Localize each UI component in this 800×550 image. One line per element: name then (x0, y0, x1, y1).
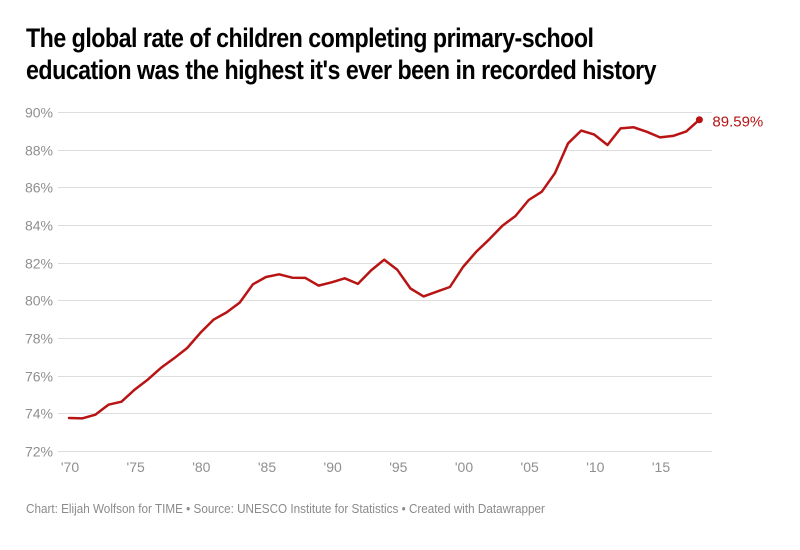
x-tick-label: '80 (192, 459, 210, 475)
data-point (577, 127, 585, 135)
data-point (643, 128, 651, 136)
data-point (131, 386, 139, 394)
x-tick-label: '75 (127, 459, 145, 475)
data-point (603, 141, 611, 149)
endpoint-marker (695, 116, 703, 124)
data-point (341, 274, 349, 282)
chart-title-line-2: education was the highest it's ever been… (26, 55, 657, 85)
data-point (315, 282, 323, 290)
data-point (617, 124, 625, 132)
data-point (564, 139, 572, 147)
data-point (262, 273, 270, 281)
data-point (512, 212, 520, 220)
data-point (301, 274, 309, 282)
data-point (472, 248, 480, 256)
data-point (459, 263, 467, 271)
data-point (380, 256, 388, 264)
data-point (590, 131, 598, 139)
y-tick-label: 72% (25, 444, 53, 460)
data-point (551, 169, 559, 177)
data-point (170, 354, 178, 362)
data-point (433, 288, 441, 296)
data-point (236, 299, 244, 307)
data-point (498, 222, 506, 230)
x-tick-label: '00 (455, 459, 473, 475)
series (65, 118, 701, 422)
endpoint-value-label: 89.59% (712, 114, 763, 131)
data-point (275, 270, 283, 278)
y-tick-label: 86% (25, 180, 53, 196)
x-tick-label: '10 (586, 459, 604, 475)
data-point (144, 376, 152, 384)
gridlines (58, 112, 712, 452)
x-tick-label: '15 (652, 459, 670, 475)
data-point (656, 133, 664, 141)
data-point (223, 308, 231, 316)
data-point (209, 316, 217, 324)
data-point (525, 196, 533, 204)
x-tick-label: '90 (324, 459, 342, 475)
data-point (406, 284, 414, 292)
data-point (485, 235, 493, 243)
y-tick-label: 78% (25, 331, 53, 347)
y-tick-label: 74% (25, 406, 53, 422)
data-point (669, 132, 677, 140)
x-tick-label: '70 (61, 459, 79, 475)
data-point (538, 188, 546, 196)
data-point (118, 398, 126, 406)
data-point (196, 329, 204, 337)
data-point (157, 364, 165, 372)
x-tick-label: '05 (521, 459, 539, 475)
y-tick-label: 84% (25, 218, 53, 234)
x-axis-tick-labels: '70 '75 '80 '85 '90 '95 '00 '05 '10 '15 (61, 459, 670, 475)
x-tick-label: '95 (389, 459, 407, 475)
data-point (367, 266, 375, 274)
y-tick-label: 88% (25, 143, 53, 159)
data-point (104, 401, 112, 409)
data-point (78, 414, 86, 422)
data-point (183, 344, 191, 352)
data-point (682, 127, 690, 135)
data-point (288, 274, 296, 282)
y-tick-label: 76% (25, 369, 53, 385)
y-axis-tick-labels: 72% 74% 76% 78% 80% 82% 84% 86% 88% 90% (25, 105, 53, 460)
chart-title: The global rate of children completing p… (26, 22, 680, 86)
data-point (420, 292, 428, 300)
y-tick-label: 82% (25, 256, 53, 272)
footer-separator: • (398, 501, 409, 516)
footer-tool: Created with Datawrapper (408, 501, 545, 516)
annotations: 89.59% (695, 114, 763, 131)
footer-source: Source: UNESCO Institute for Statistics (193, 501, 399, 516)
data-point (630, 123, 638, 131)
data-point (91, 411, 99, 419)
data-point (393, 266, 401, 274)
footer-separator: • (182, 501, 194, 516)
chart-footer: Chart: Elijah Wolfson for TIME • Source:… (26, 501, 545, 516)
y-tick-label: 90% (25, 105, 53, 121)
y-tick-label: 80% (25, 293, 53, 309)
chart-title-line-1: The global rate of children completing p… (26, 23, 594, 53)
footer-credit: Chart: Elijah Wolfson for TIME (26, 501, 183, 516)
x-tick-label: '85 (258, 459, 276, 475)
data-point (328, 278, 336, 286)
data-point (446, 283, 454, 291)
data-point (249, 280, 257, 288)
data-point (354, 280, 362, 288)
series-line (67, 118, 701, 420)
data-point (65, 414, 73, 422)
